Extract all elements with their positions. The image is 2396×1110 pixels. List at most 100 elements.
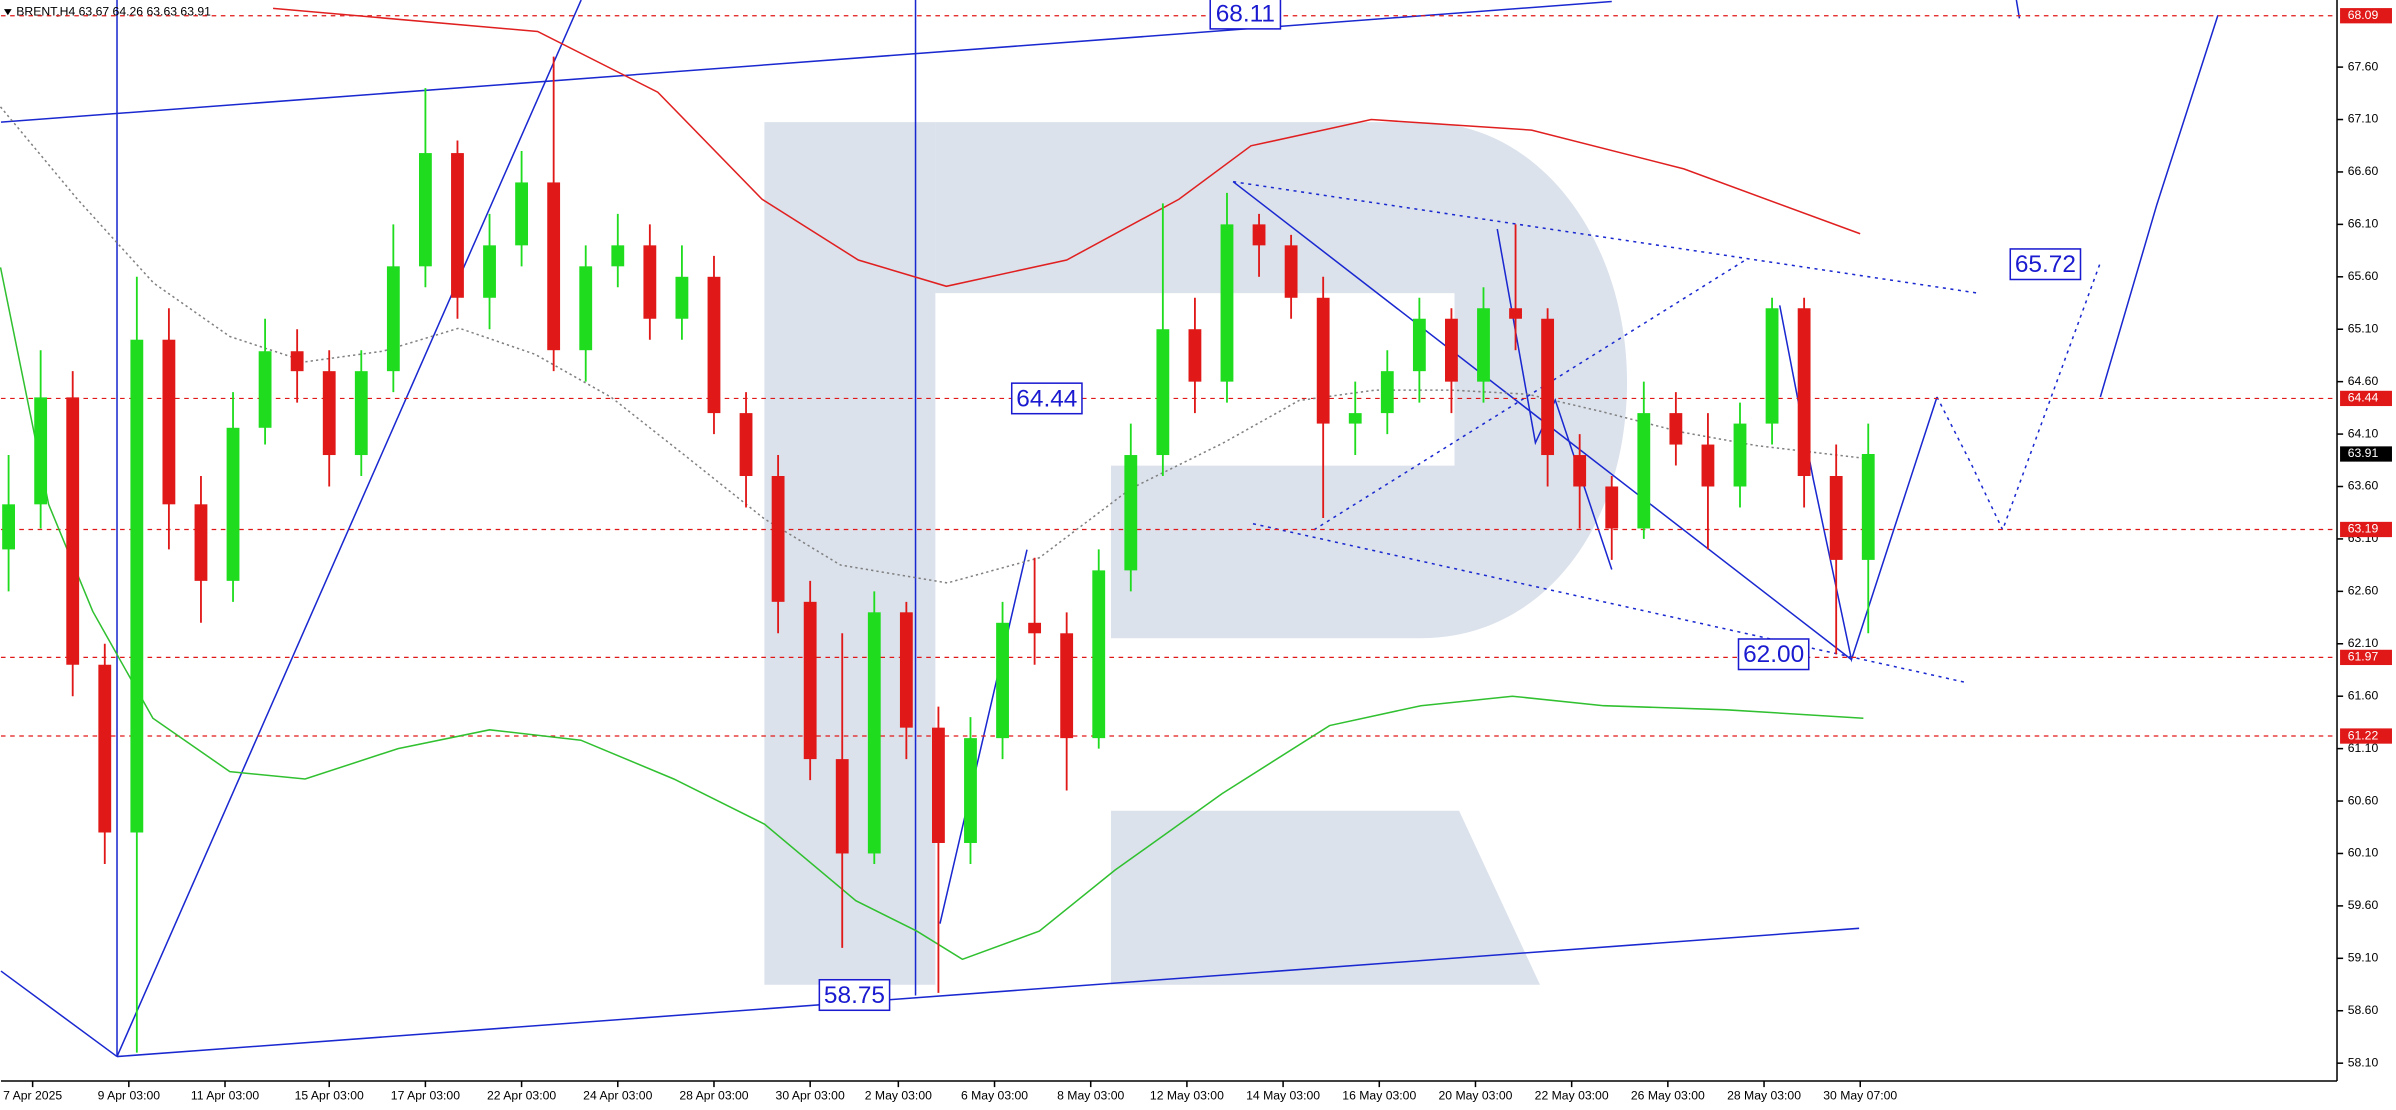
candle-body — [771, 476, 785, 602]
price-tag-label: 68.09 — [2348, 8, 2379, 22]
price-annotation: 62.00 — [1743, 641, 1804, 668]
price-tag — [2340, 390, 2392, 407]
x-tick-label: 20 May 03:00 — [1438, 1088, 1512, 1102]
chart-title: BRENT,H4 63.67 64.26 63.63 63.91 — [16, 4, 211, 18]
price-annotation-box — [1010, 382, 1083, 415]
trend-line — [116, 927, 1860, 1058]
price-tag — [2340, 521, 2392, 538]
candle-body — [611, 245, 625, 267]
candle-body — [515, 182, 529, 246]
candle-body — [1348, 413, 1362, 424]
candle-body — [1797, 308, 1811, 477]
candle-body — [1092, 570, 1106, 739]
x-tick-label: 28 May 03:00 — [1727, 1088, 1801, 1102]
x-tick-label: 22 May 03:00 — [1535, 1088, 1609, 1102]
price-tag-label: 61.97 — [2348, 650, 2379, 664]
candle-body — [258, 351, 272, 428]
price-annotation-box — [1209, 0, 1282, 30]
price-annotation: 58.75 — [824, 982, 885, 1009]
candle-body — [1252, 224, 1266, 246]
candle-body — [194, 504, 208, 581]
trend-line — [939, 549, 1028, 924]
candle-body — [739, 413, 753, 477]
x-tick-label: 14 May 03:00 — [1246, 1088, 1320, 1102]
x-tick-label: 22 Apr 03:00 — [487, 1088, 556, 1102]
y-tick-label: 60.60 — [2348, 793, 2379, 807]
channel-line — [1313, 258, 1747, 531]
candle-body — [354, 371, 368, 456]
candle-body — [964, 738, 977, 843]
candle-body — [932, 727, 945, 843]
x-tick-label: 26 May 03:00 — [1631, 1088, 1705, 1102]
candle-body — [1829, 476, 1843, 560]
y-tick-label: 62.10 — [2348, 636, 2379, 650]
candle-body — [1701, 444, 1715, 487]
x-tick-label: 30 Apr 03:00 — [776, 1088, 845, 1102]
candle-body — [803, 601, 817, 760]
candle-body — [1220, 224, 1234, 382]
y-tick-label: 66.10 — [2348, 217, 2379, 231]
x-tick-label: 15 Apr 03:00 — [295, 1088, 364, 1102]
price-annotation: 68.11 — [1216, 1, 1275, 28]
candle-body — [1316, 297, 1330, 424]
candle-body — [451, 153, 464, 298]
candle-body — [707, 276, 721, 414]
x-tick-label: 12 May 03:00 — [1150, 1088, 1224, 1102]
candle-body — [1156, 329, 1170, 456]
y-tick-label: 61.60 — [2348, 688, 2379, 702]
price-annotation-box — [1737, 638, 1810, 671]
candle-body — [1412, 318, 1426, 372]
candle-body — [1509, 308, 1522, 319]
trend-line — [0, 0, 1612, 123]
candle-body — [130, 339, 144, 833]
x-tick-label: 16 May 03:00 — [1342, 1088, 1416, 1102]
candle-body — [1765, 308, 1779, 424]
price-annotation-box — [818, 978, 891, 1012]
watermark — [764, 122, 1628, 985]
candle-body — [643, 245, 657, 319]
price-annotation: 64.44 — [1016, 385, 1077, 412]
price-tag-label: 63.91 — [2348, 446, 2379, 460]
candle-body — [1124, 455, 1138, 571]
candle-body — [1733, 423, 1747, 487]
candle-body — [1669, 413, 1683, 445]
forecast-line — [2099, 15, 2219, 398]
y-tick-label: 65.60 — [2348, 269, 2379, 283]
trend-line — [116, 0, 582, 1057]
candle-body — [226, 427, 240, 581]
y-tick-label: 58.10 — [2348, 1055, 2379, 1069]
candle-body — [1477, 308, 1490, 382]
candle-body — [1028, 622, 1042, 634]
candle-body — [1445, 318, 1458, 382]
menu-arrow — [4, 9, 12, 16]
x-tick-label: 28 Apr 03:00 — [679, 1088, 748, 1102]
candle-body — [996, 622, 1009, 739]
candle-body — [1060, 633, 1074, 739]
candle-body — [1861, 453, 1875, 560]
price-tag — [2340, 649, 2392, 666]
price-tag-label: 61.22 — [2348, 728, 2379, 742]
candle-body — [34, 397, 48, 505]
price-tag — [2340, 446, 2392, 462]
price-tag — [2340, 8, 2392, 24]
x-tick-label: 17 Apr 03:00 — [391, 1088, 460, 1102]
candle-body — [162, 339, 176, 505]
candle-body — [1605, 486, 1619, 529]
watermark-leg — [1110, 810, 1541, 985]
indicator-line — [272, 7, 1861, 288]
x-tick-label: 9 Apr 03:00 — [98, 1088, 161, 1102]
indicator-line — [0, 106, 1864, 584]
candle-body — [386, 266, 400, 372]
price-tag — [2340, 728, 2392, 744]
y-tick-label: 65.10 — [2348, 321, 2379, 335]
x-tick-label: 8 May 03:00 — [1057, 1088, 1124, 1102]
candle-body — [290, 351, 304, 372]
price-tag-label: 64.44 — [2348, 391, 2379, 405]
candle-body — [675, 276, 689, 319]
y-tick-label: 67.10 — [2348, 112, 2379, 126]
candle-body — [1284, 245, 1298, 298]
price-annotation-box — [2009, 248, 2082, 281]
y-tick-label: 61.10 — [2348, 741, 2379, 755]
candle-body — [1188, 329, 1202, 382]
